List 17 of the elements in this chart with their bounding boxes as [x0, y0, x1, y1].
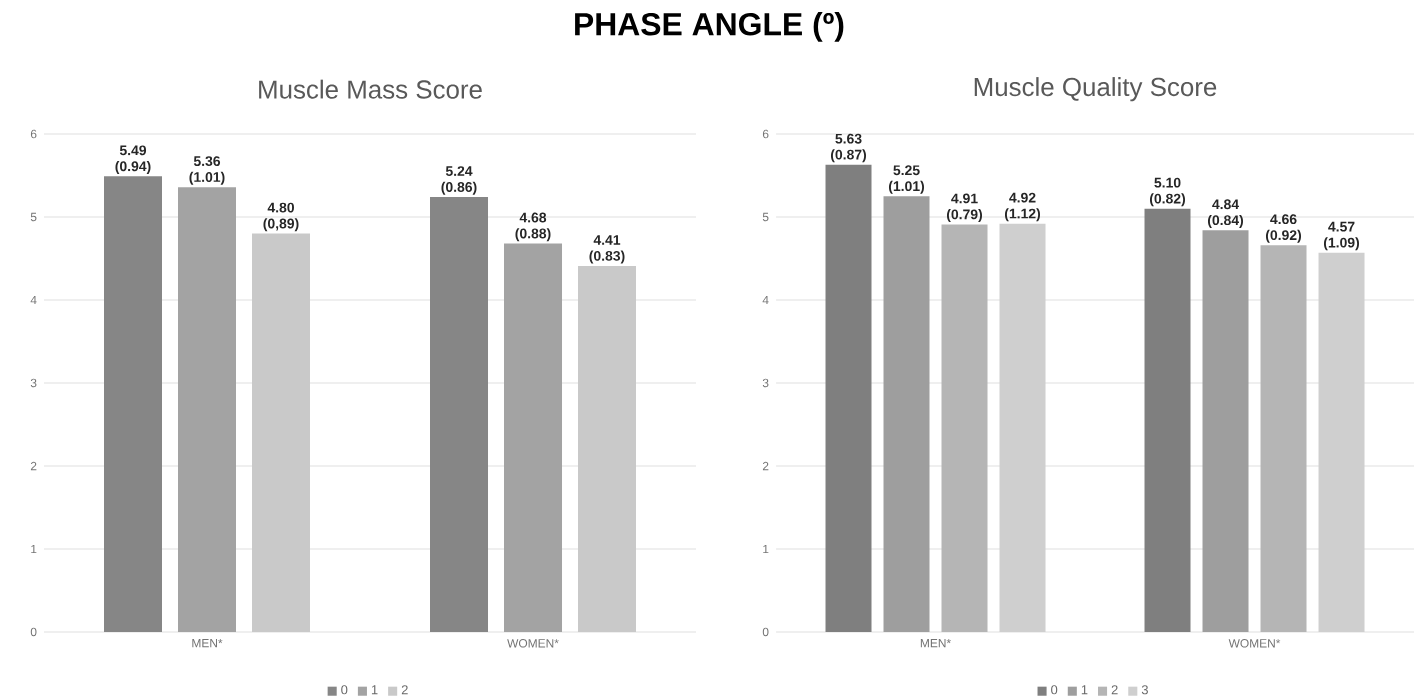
- bar: [1202, 230, 1249, 632]
- bar: [941, 224, 988, 632]
- bar: [1260, 245, 1307, 632]
- bar: [825, 164, 872, 632]
- bar: [430, 197, 489, 632]
- bar: [104, 176, 162, 632]
- chart-title: Muscle Quality Score: [974, 77, 1217, 102]
- bar: [1318, 252, 1365, 632]
- bar: [999, 223, 1046, 632]
- bar: [178, 187, 236, 632]
- chart-subtitle: Muscle Mass Score: [259, 79, 482, 99]
- bar: [504, 243, 563, 632]
- bar: [883, 196, 930, 632]
- bar: [578, 265, 637, 632]
- bar: [1144, 208, 1191, 632]
- bar: [252, 233, 310, 632]
- chart-title: PHASE ANGLE (º): [575, 12, 844, 42]
